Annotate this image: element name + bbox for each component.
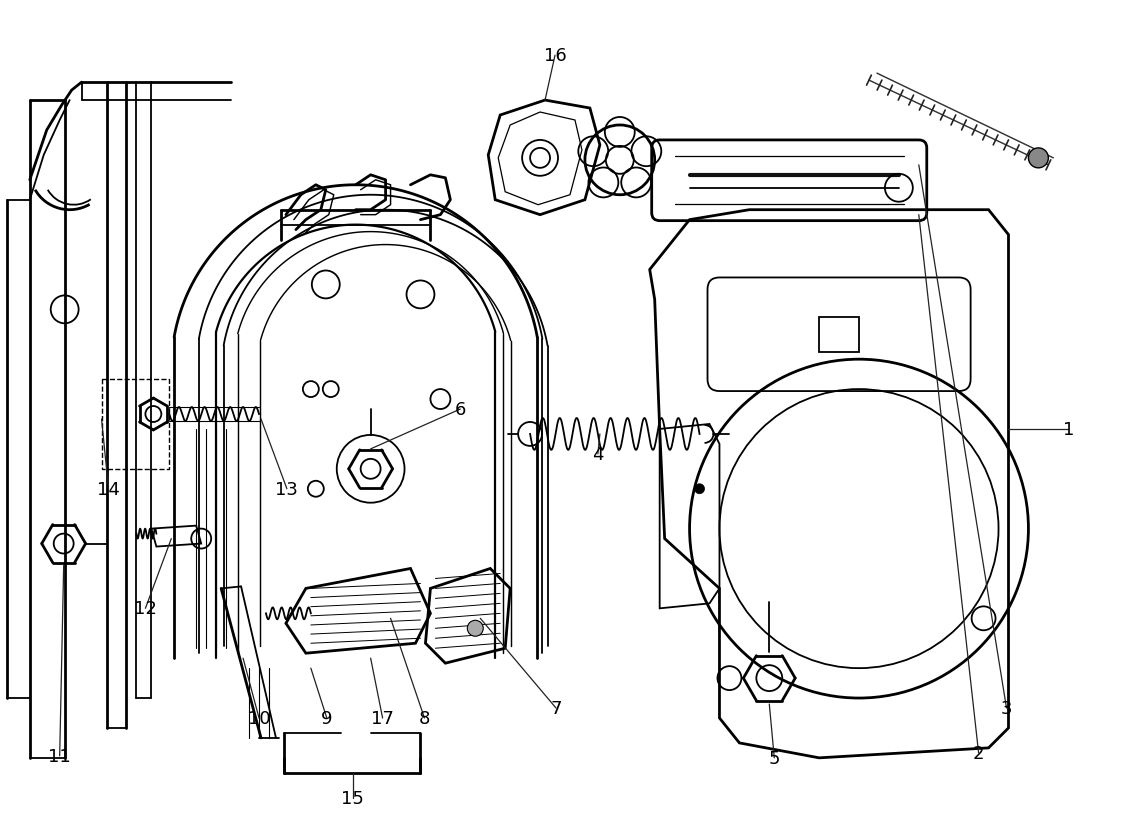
FancyBboxPatch shape bbox=[708, 278, 971, 392]
Text: 5: 5 bbox=[769, 749, 780, 767]
Text: 2: 2 bbox=[973, 744, 984, 762]
Text: 13: 13 bbox=[276, 480, 298, 498]
Text: 9: 9 bbox=[321, 709, 332, 727]
Text: 17: 17 bbox=[371, 709, 394, 727]
Text: 4: 4 bbox=[592, 445, 604, 464]
Text: 16: 16 bbox=[544, 47, 567, 65]
Text: 14: 14 bbox=[98, 480, 120, 498]
Text: 6: 6 bbox=[454, 401, 466, 418]
FancyBboxPatch shape bbox=[652, 141, 927, 221]
Text: 12: 12 bbox=[134, 599, 157, 618]
Text: 3: 3 bbox=[1001, 699, 1012, 717]
Text: 10: 10 bbox=[248, 709, 270, 727]
Text: 7: 7 bbox=[550, 699, 562, 717]
Text: 8: 8 bbox=[419, 709, 430, 727]
Bar bbox=[102, 380, 169, 469]
Text: 15: 15 bbox=[341, 789, 365, 806]
Circle shape bbox=[695, 484, 705, 494]
Circle shape bbox=[1029, 149, 1048, 169]
Text: 11: 11 bbox=[48, 747, 71, 765]
Bar bbox=[819, 318, 859, 353]
Circle shape bbox=[468, 620, 484, 637]
Text: 1: 1 bbox=[1063, 421, 1074, 438]
